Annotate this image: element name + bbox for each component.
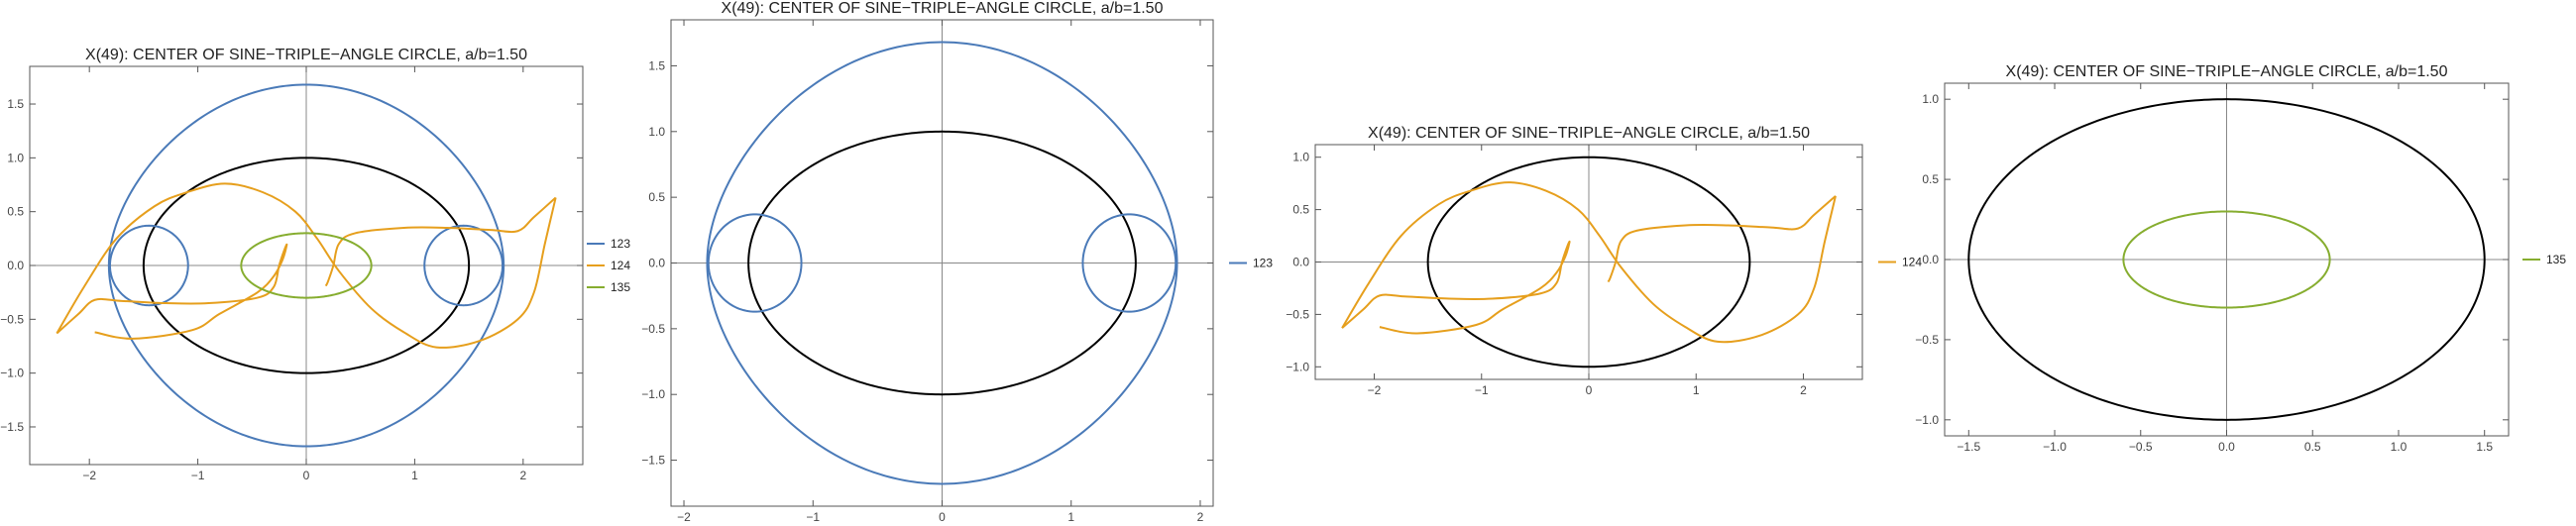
y-tick-label: −1.0 [641,387,665,401]
x-tick-label: −1.0 [2043,440,2067,454]
x-tick-label: 1 [411,469,418,482]
y-tick-label: 0.0 [7,259,24,272]
y-tick-label: −1.5 [0,420,24,434]
series-135 [240,232,373,299]
legend: 123 [1229,257,1273,270]
x-tick-label: 1.0 [2391,440,2408,454]
series-124-segment [1341,240,1571,335]
series-123 [706,41,1178,485]
series-123-left-loop [108,224,189,307]
y-tick-label: 0.5 [648,190,665,204]
series-135 [2122,210,2331,309]
y-tick-label: −0.5 [641,322,665,336]
y-tick-label: −1.0 [0,367,24,380]
y-tick-label: 1.5 [7,97,24,111]
x-tick-label: −1 [806,510,820,524]
legend: 135 [2522,253,2566,266]
x-tick-label: −2 [82,469,96,482]
series-123 [107,83,505,448]
series-124-segment [56,243,288,340]
plot-area [1967,98,2486,421]
x-tick-label: −2 [677,510,691,524]
series-124-segment [56,182,557,349]
y-tick-label: 1.0 [1922,92,1939,106]
x-tick-label: −0.5 [2129,440,2153,454]
y-tick-label: 0.0 [1922,253,1939,266]
series-124-segment [324,196,557,287]
series-124 [56,182,557,349]
x-tick-label: 0 [1586,383,1593,397]
x-tick-label: −1 [1475,383,1489,397]
legend-label-123: 123 [611,237,630,251]
chart-title: X(49): CENTER OF SINE−TRIPLE−ANGLE CIRCL… [2006,63,2448,80]
y-tick-label: 1.5 [648,58,665,72]
series-123-right-loop [1081,213,1177,313]
reference-ellipse [1967,98,2486,421]
series-123-outer-loop [706,41,1178,485]
plot-area [706,41,1178,485]
x-tick-label: 0 [303,469,310,482]
chart-panel-4: X(49): CENTER OF SINE−TRIPLE−ANGLE CIRCL… [1915,63,2566,454]
y-tick-label: −0.5 [1286,307,1309,321]
chart-title: X(49): CENTER OF SINE−TRIPLE−ANGLE CIRCL… [722,0,1164,17]
y-tick-label: 0.0 [648,257,665,270]
chart-panel-2: X(49): CENTER OF SINE−TRIPLE−ANGLE CIRCL… [641,0,1273,524]
legend: 124 [1878,256,1922,269]
y-tick-label: −0.5 [0,312,24,326]
legend-label-124: 124 [1902,256,1922,269]
y-tick-label: 1.0 [7,151,24,164]
chart-title: X(49): CENTER OF SINE−TRIPLE−ANGLE CIRCL… [85,47,527,63]
x-tick-label: 0 [939,510,946,524]
series-123-left-loop [707,213,803,313]
x-tick-label: −1 [191,469,205,482]
plot-area [56,83,557,448]
x-tick-label: 0.0 [2218,440,2235,454]
x-tick-label: 0.5 [2304,440,2321,454]
x-tick-label: −2 [1368,383,1382,397]
x-tick-label: 2 [1197,510,1204,524]
series-124-segment [1607,195,1837,283]
series-123-outer-loop [107,83,505,448]
reference-ellipse [1426,156,1751,368]
series-123-right-loop [423,224,504,307]
reference-ellipse [142,157,471,374]
series-135-curve [2122,210,2331,309]
legend-label-123: 123 [1253,257,1273,270]
plot-area [1341,156,1837,368]
series-124 [1341,181,1837,344]
series-135-curve [240,232,373,299]
legend-label-135: 135 [611,280,630,294]
series-124-segment [1341,181,1837,344]
y-tick-label: 0.5 [7,205,24,219]
reference-ellipse [747,130,1137,396]
x-tick-label: −1.5 [1957,440,1980,454]
chart-title: X(49): CENTER OF SINE−TRIPLE−ANGLE CIRCL… [1368,125,1810,142]
legend: 123 124 135 [587,237,630,294]
y-tick-label: −1.0 [1915,413,1939,427]
y-tick-label: 0.0 [1292,256,1309,269]
y-tick-label: −1.0 [1286,360,1309,373]
y-tick-label: 1.0 [1292,151,1309,164]
y-tick-label: 0.5 [1922,172,1939,186]
y-tick-label: −1.5 [641,454,665,468]
x-tick-label: 1.5 [2476,440,2493,454]
legend-label-135: 135 [2546,253,2566,266]
x-tick-label: 2 [519,469,526,482]
y-tick-label: 1.0 [648,125,665,139]
chart-panel-1: X(49): CENTER OF SINE−TRIPLE−ANGLE CIRCL… [0,47,630,482]
x-tick-label: 2 [1800,383,1807,397]
y-tick-label: 0.5 [1292,203,1309,217]
x-tick-label: 1 [1693,383,1700,397]
x-tick-label: 1 [1067,510,1074,524]
y-tick-label: −0.5 [1915,333,1939,347]
legend-label-124: 124 [611,259,630,272]
chart-panel-3: X(49): CENTER OF SINE−TRIPLE−ANGLE CIRCL… [1286,125,1922,397]
